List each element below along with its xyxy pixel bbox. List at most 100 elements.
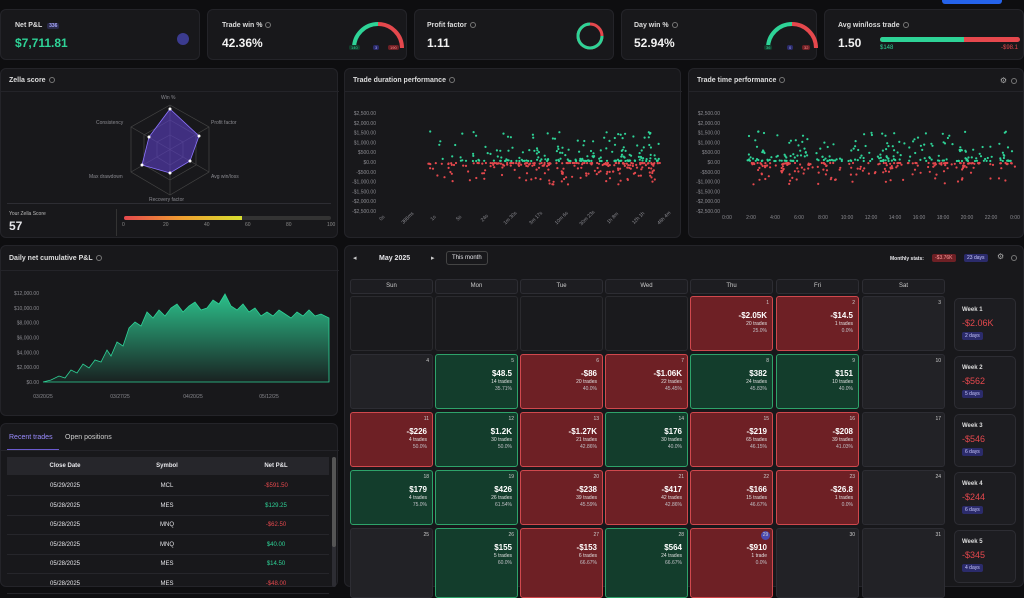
table-row[interactable]: 05/28/2025 MES $14.50	[7, 555, 329, 574]
info-icon[interactable]	[48, 77, 55, 84]
scatter-point	[961, 177, 964, 180]
zella-radar-chart: Win % Profit factor Avg win/loss Recover…	[89, 95, 239, 203]
week-summary[interactable]: Week 4 -$244 6 days	[954, 472, 1016, 525]
top-action-button[interactable]	[942, 0, 1002, 4]
next-month-button[interactable]: ▸	[431, 255, 435, 262]
week-summary[interactable]: Week 2 -$562 5 days	[954, 356, 1016, 409]
scatter-point	[482, 172, 486, 175]
info-icon[interactable]	[265, 22, 272, 29]
calendar-day-cell[interactable]: 26 $155 5 trades 60.0%	[435, 528, 518, 598]
calendar-day-cell[interactable]: 21 -$417 42 trades 42.86%	[605, 470, 688, 525]
scatter-point	[533, 149, 536, 152]
table-row[interactable]: 05/29/2025 MCL -$591.50	[7, 477, 329, 496]
week-summary[interactable]: Week 3 -$546 6 days	[954, 414, 1016, 467]
calendar-day-cell[interactable]: 8 $382 24 trades 45.83%	[690, 354, 773, 409]
info-icon[interactable]	[1011, 78, 1017, 84]
scatter-point	[780, 169, 783, 173]
settings-icon[interactable]: ⚙	[999, 76, 1007, 85]
calendar-day-cell[interactable]: 22 -$166 15 trades 46.67%	[690, 470, 773, 525]
info-icon[interactable]	[671, 22, 678, 29]
calendar-day-cell[interactable]: 1 -$2.05K 20 trades 25.0%	[690, 296, 773, 351]
scatter-point	[928, 156, 931, 159]
scatter-point	[923, 157, 926, 160]
trade-win-gauge	[352, 22, 404, 49]
calendar-day-cell[interactable]: 16 -$208 39 trades 41.03%	[776, 412, 859, 467]
table-row[interactable]: 05/28/2025 MNQ $40.00	[7, 536, 329, 555]
calendar-day-cell[interactable]: 23 -$26.8 1 trades 0.0%	[776, 470, 859, 525]
net-pl-badge: 336	[47, 23, 60, 29]
calendar-day-cell[interactable]: 27 -$153 6 trades 66.67%	[520, 528, 603, 598]
calendar-day-cell[interactable]: 20 -$238 39 trades 45.59%	[520, 470, 603, 525]
this-month-button[interactable]: This month	[446, 251, 488, 265]
calendar-day-cell[interactable]: 25	[350, 528, 433, 598]
calendar-day-cell[interactable]: 17	[862, 412, 945, 467]
calendar-day-cell[interactable]: 2 -$14.5 1 trades 0.0%	[776, 296, 859, 351]
calendar-day-cell[interactable]: 6 -$86 20 trades 40.0%	[520, 354, 603, 409]
week-label: Week 4	[962, 481, 983, 487]
scatter-point	[608, 139, 611, 142]
scatter-point	[603, 163, 606, 166]
scatter-point	[766, 159, 769, 162]
day-pl: -$14.5	[830, 311, 853, 320]
calendar-day-cell[interactable]: 19 $426 26 trades 61.54%	[435, 470, 518, 525]
day-number: 13	[593, 416, 599, 422]
calendar-settings-icon[interactable]: ⚙	[997, 252, 1005, 261]
calendar-day-cell[interactable]: 9 $151 10 trades 40.0%	[776, 354, 859, 409]
day-pl: $564	[664, 543, 682, 552]
calendar-day-cell[interactable]: 31	[862, 528, 945, 598]
tab-recent-trades[interactable]: Recent trades	[9, 434, 53, 441]
info-icon[interactable]	[779, 77, 786, 84]
day-winrate: 0.0%	[755, 560, 767, 566]
table-row[interactable]: 05/28/2025 MES -$48.00	[7, 575, 329, 594]
calendar-day-cell[interactable]: 28 $564 24 trades 66.67%	[605, 528, 688, 598]
scatter-point	[645, 158, 648, 161]
calendar-day-cell[interactable]: 24	[862, 470, 945, 525]
calendar-day-cell[interactable]: 30	[776, 528, 859, 598]
tab-open-positions[interactable]: Open positions	[65, 434, 112, 441]
scatter-point	[475, 159, 478, 163]
scatter-point	[472, 131, 475, 134]
scatter-point	[945, 161, 948, 165]
calendar-day-cell[interactable]: 3	[862, 296, 945, 351]
scatter-point	[499, 149, 502, 152]
calendar-day-cell[interactable]: 10	[862, 354, 945, 409]
scatter-point	[1010, 150, 1014, 153]
calendar-day-cell[interactable]: 7 -$1.06K 22 trades 45.45%	[605, 354, 688, 409]
scatter-point	[557, 147, 560, 151]
info-icon[interactable]	[1011, 255, 1017, 261]
y-tick: $2,500.00	[698, 111, 720, 117]
table-row[interactable]: 05/28/2025 MNQ -$62.50	[7, 516, 329, 535]
info-icon[interactable]	[469, 22, 476, 29]
calendar-day-cell[interactable]: 4	[350, 354, 433, 409]
info-icon[interactable]	[902, 22, 909, 29]
prev-month-button[interactable]: ◂	[353, 255, 357, 262]
info-icon[interactable]	[448, 77, 455, 84]
net-pl-icon[interactable]	[177, 33, 189, 45]
scatter-point	[938, 162, 941, 165]
table-row[interactable]: 05/28/2025 MES $129.25	[7, 497, 329, 516]
calendar-day-cell[interactable]: 14 $176 30 trades 40.0%	[605, 412, 688, 467]
calendar-day-cell[interactable]: 18 $179 4 trades 75.0%	[350, 470, 433, 525]
calendar-day-cell[interactable]: 15 -$219 65 trades 46.15%	[690, 412, 773, 467]
info-icon[interactable]	[95, 255, 102, 262]
scatter-point	[491, 162, 495, 165]
calendar-day-cell[interactable]: 5 $48.5 14 trades 35.71%	[435, 354, 518, 409]
calendar-day-cell[interactable]: 12 $1.2K 30 trades 50.0%	[435, 412, 518, 467]
trades-table-header: Close Date Symbol Net P&L	[7, 457, 329, 475]
calendar-day-cell[interactable]: 29 -$910 1 trade 0.0%	[690, 528, 773, 598]
week-summary[interactable]: Week 1 -$2.06K 2 days	[954, 298, 1016, 351]
scatter-point	[599, 149, 602, 152]
week-value: -$546	[962, 434, 986, 444]
calendar-day-cell[interactable]: 11 -$226 4 trades 50.0%	[350, 412, 433, 467]
scatter-point	[657, 157, 660, 160]
week-summary[interactable]: Week 5 -$345 4 days	[954, 530, 1016, 583]
scatter-point	[558, 131, 561, 134]
trades-scrollbar[interactable]	[332, 457, 336, 587]
scatter-point	[855, 173, 858, 176]
scatter-point	[964, 150, 967, 153]
net-pl-card: Net P&L 336 $7,711.81	[0, 9, 200, 60]
scatter-point	[566, 183, 570, 186]
scatter-point	[832, 143, 835, 146]
calendar-day-cell[interactable]: 13 -$1.27K 21 trades 42.86%	[520, 412, 603, 467]
x-tick: 46h 4m	[656, 210, 672, 226]
